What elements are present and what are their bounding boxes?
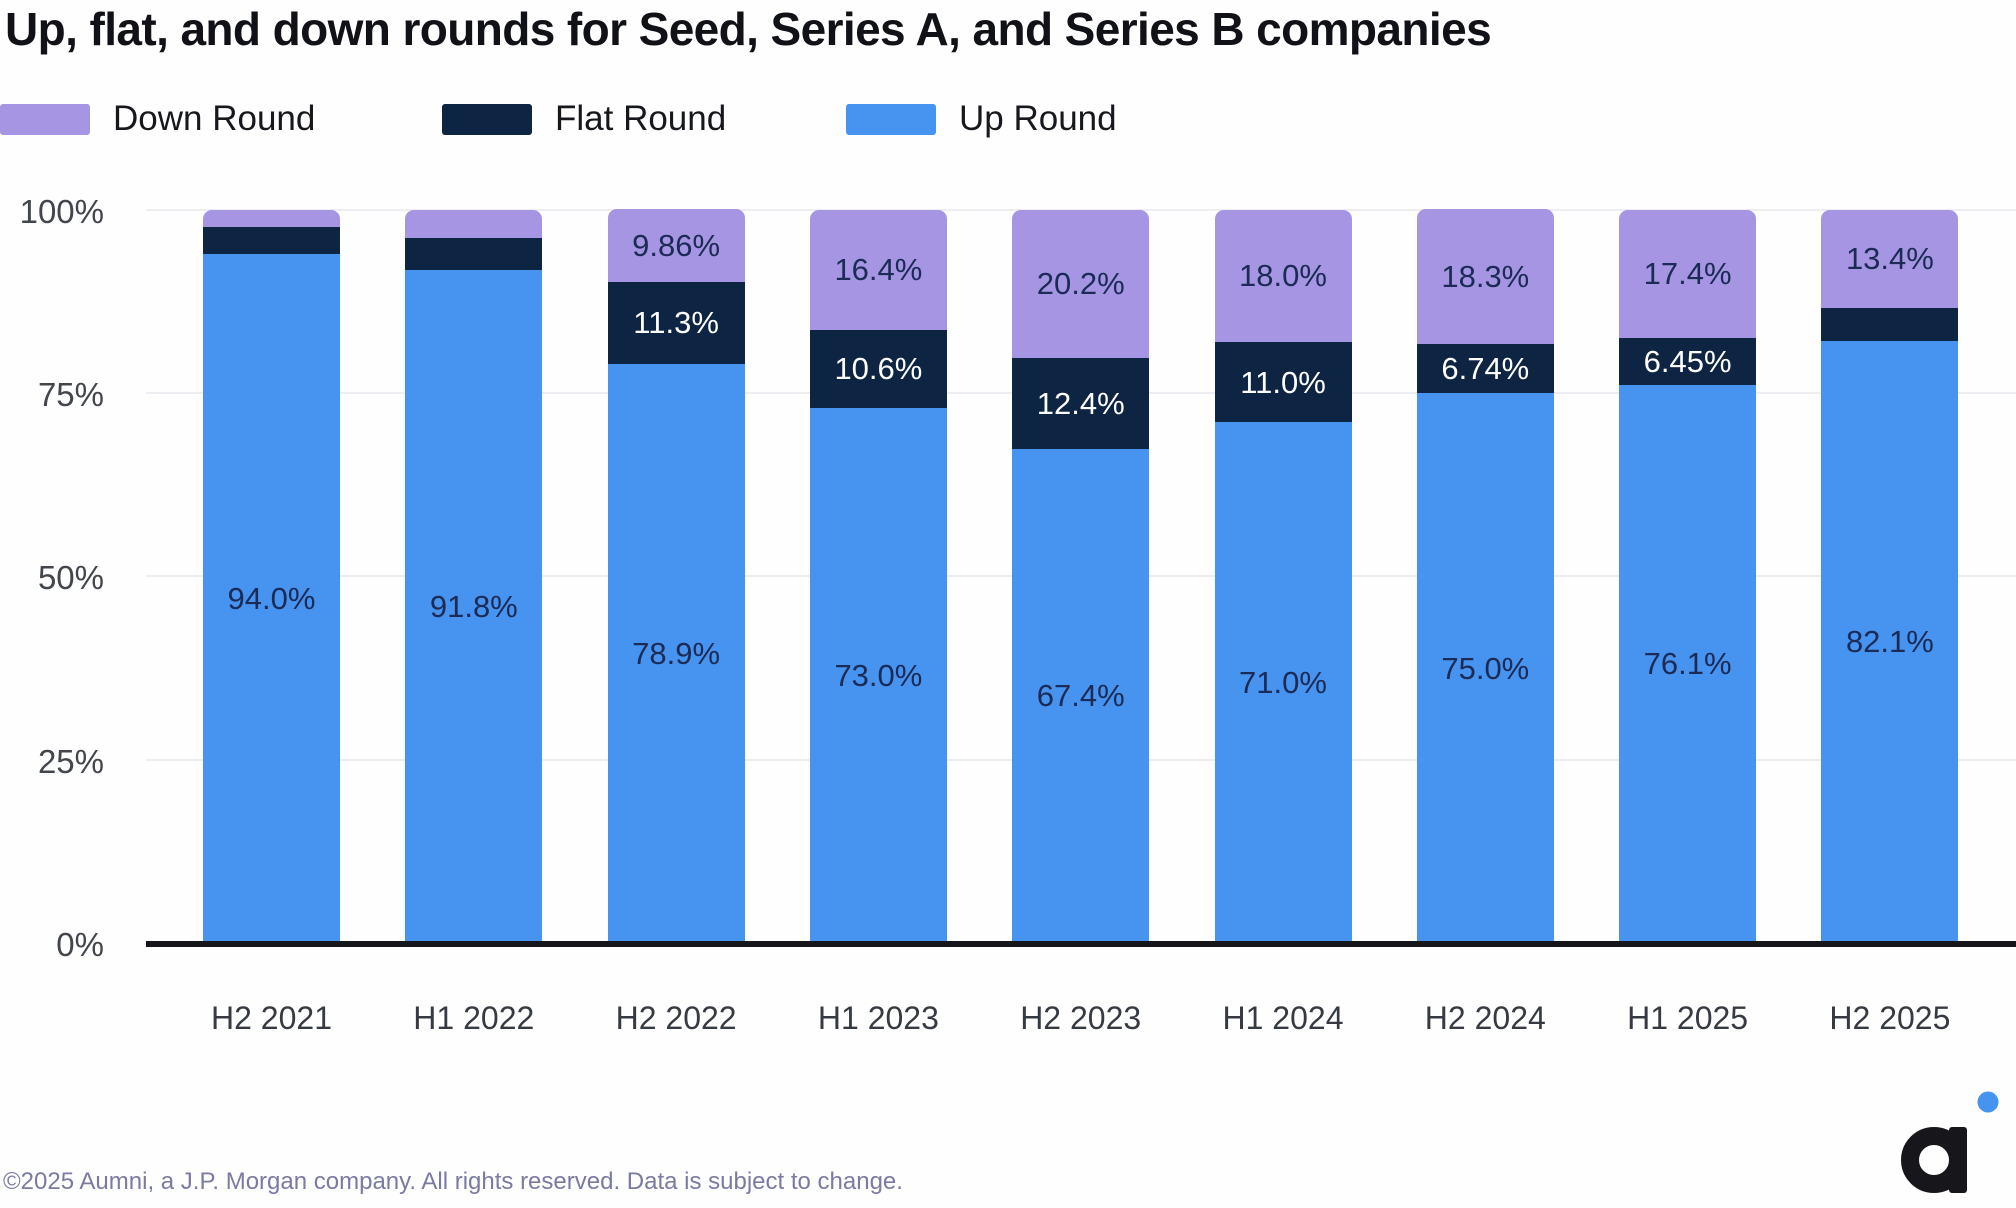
bar-segment-up-round-h1-2025: 76.1% <box>1619 384 1757 943</box>
bar-segment-down-round-h2-2023: 20.2% <box>1012 209 1150 358</box>
bar-segment-up-round-h2-2021: 94.0% <box>203 253 340 943</box>
legend-swatch <box>846 103 936 135</box>
chart-title: Up, flat, and down rounds for Seed, Seri… <box>5 3 1492 55</box>
y-axis-tick-50%: 50% <box>37 559 104 597</box>
value-label: 12.4% <box>1036 385 1125 421</box>
y-axis-tick-25%: 25% <box>37 742 104 780</box>
y-axis-tick-75%: 75% <box>37 376 104 414</box>
value-label: 73.0% <box>834 657 923 693</box>
y-axis-tick-100%: 100% <box>19 192 104 230</box>
value-label: 13.4% <box>1845 241 1934 277</box>
copyright-note: ©2025 Aumni, a J.P. Morgan company. All … <box>3 1168 903 1195</box>
bar-segment-flat-round-h1-2022 <box>405 237 543 270</box>
value-label: 6.74% <box>1441 350 1530 386</box>
bar-segment-down-round-h1-2025: 17.4% <box>1619 210 1757 338</box>
value-label: 18.0% <box>1239 258 1327 294</box>
bar-segment-flat-round-h2-2023: 12.4% <box>1012 357 1150 449</box>
x-axis-label-h1-2025: H1 2025 <box>1627 1000 1749 1036</box>
value-label: 76.1% <box>1643 646 1732 682</box>
value-label: 78.9% <box>632 636 721 672</box>
bar-segment-up-round-h2-2024: 75.0% <box>1416 393 1554 943</box>
value-label: 10.6% <box>834 351 923 387</box>
bar-segment-up-round-h2-2025: 82.1% <box>1821 340 1959 943</box>
x-axis-label-h2-2025: H2 2025 <box>1829 1000 1951 1036</box>
value-label: 17.4% <box>1643 256 1732 292</box>
bar-segment-flat-round-h1-2023: 10.6% <box>809 329 947 408</box>
x-axis-label-h2-2024: H2 2024 <box>1424 1000 1546 1036</box>
bar-segment-down-round-h1-2023: 16.4% <box>809 209 947 330</box>
legend-item-flat-round: Flat Round <box>442 99 726 139</box>
logo-a-mark <box>1901 1127 1967 1193</box>
legend-item-down-round: Down Round <box>0 99 315 139</box>
bar-segment-up-round-h2-2022: 78.9% <box>607 364 745 943</box>
legend: Down Round Flat Round Up Round <box>0 99 2016 138</box>
value-label: 6.45% <box>1643 343 1732 379</box>
value-label: 71.0% <box>1239 665 1327 701</box>
legend-item-up-round: Up Round <box>846 99 1117 139</box>
value-label: 75.0% <box>1441 650 1530 686</box>
value-label: 91.8% <box>429 588 518 624</box>
legend-label: Flat Round <box>555 99 727 138</box>
bar-segment-down-round-h2-2025: 13.4% <box>1821 209 1959 308</box>
legend-swatch <box>442 103 532 135</box>
value-label: 11.3% <box>633 305 719 341</box>
aumni-logo-graphic <box>1901 1091 1999 1193</box>
value-label: 11.0% <box>1240 364 1326 400</box>
value-label: 94.0% <box>227 580 316 616</box>
bar-segment-down-round-h2-2021 <box>203 209 340 227</box>
value-label: 16.4% <box>834 252 923 288</box>
y-axis-tick-0%: 0% <box>56 926 104 963</box>
aumni-logo <box>1896 1090 2006 1198</box>
bar-segment-flat-round-h2-2022: 11.3% <box>607 281 745 365</box>
value-label: 18.3% <box>1441 259 1530 294</box>
value-label: 67.4% <box>1036 678 1125 714</box>
bar-segment-flat-round-h2-2021 <box>203 226 340 254</box>
legend-swatch <box>0 103 90 135</box>
value-label: 9.86% <box>632 227 721 263</box>
x-axis-label-h2-2023: H2 2023 <box>1020 1000 1142 1036</box>
bar-segment-down-round-h2-2022: 9.86% <box>607 209 745 282</box>
bar-segment-up-round-h2-2023: 67.4% <box>1012 448 1150 943</box>
x-axis-label-h2-2021: H2 2021 <box>211 1000 332 1036</box>
bar-segment-up-round-h1-2024: 71.0% <box>1214 422 1352 943</box>
bar-segment-up-round-h1-2023: 73.0% <box>809 407 947 943</box>
bar-segment-down-round-h2-2024: 18.3% <box>1416 209 1554 344</box>
x-axis-label-h1-2023: H1 2023 <box>817 1000 939 1036</box>
bar-segment-up-round-h1-2022: 91.8% <box>405 269 543 943</box>
value-label: 82.1% <box>1845 624 1934 660</box>
x-axis-label-h1-2022: H1 2022 <box>413 1000 535 1036</box>
bar-segment-down-round-h1-2022 <box>405 209 543 238</box>
bar-segment-flat-round-h2-2024: 6.74% <box>1416 343 1554 394</box>
logo-blue-dot <box>1977 1091 1999 1113</box>
legend-label: Up Round <box>959 99 1117 138</box>
x-axis-label-h2-2022: H2 2022 <box>615 1000 737 1036</box>
bar-segment-flat-round-h2-2025 <box>1821 307 1959 341</box>
bar-segment-flat-round-h1-2025: 6.45% <box>1619 337 1757 385</box>
bar-segment-flat-round-h1-2024: 11.0% <box>1214 341 1352 423</box>
legend-label: Down Round <box>113 99 316 138</box>
bar-segment-down-round-h1-2024: 18.0% <box>1214 209 1352 342</box>
x-axis-baseline <box>146 941 2016 947</box>
x-axis-label-h1-2024: H1 2024 <box>1222 1000 1344 1036</box>
value-label: 20.2% <box>1036 266 1125 302</box>
